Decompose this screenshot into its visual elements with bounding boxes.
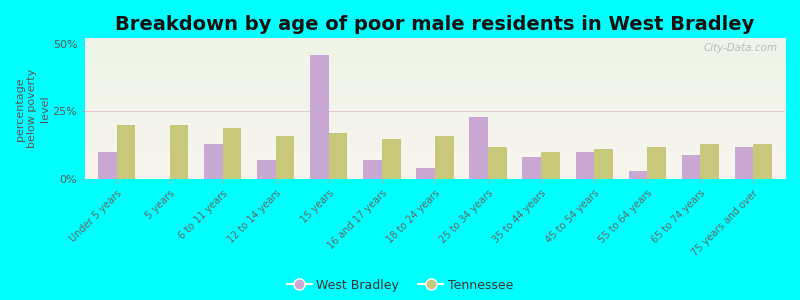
Bar (258, 160, 276, 179)
Bar (329, 133, 347, 179)
Bar (363, 160, 382, 179)
Text: City-Data.com: City-Data.com (704, 43, 778, 52)
Bar (382, 139, 401, 179)
Bar (629, 171, 647, 179)
Y-axis label: percentage
below poverty
level: percentage below poverty level (15, 69, 50, 148)
Bar (276, 136, 294, 179)
Bar (417, 168, 435, 179)
Bar (170, 125, 188, 179)
Bar (310, 55, 329, 179)
Bar (682, 155, 700, 179)
Bar (470, 117, 488, 179)
Bar (541, 152, 560, 179)
Bar (594, 149, 613, 179)
Bar (647, 147, 666, 179)
Bar (117, 125, 135, 179)
Bar (700, 144, 718, 179)
Title: Breakdown by age of poor male residents in West Bradley: Breakdown by age of poor male residents … (115, 15, 754, 34)
Bar (734, 147, 753, 179)
Bar (522, 158, 541, 179)
Bar (575, 152, 594, 179)
Bar (435, 136, 454, 179)
Bar (753, 144, 772, 179)
Bar (204, 144, 223, 179)
Bar (98, 152, 117, 179)
Bar (223, 128, 242, 179)
Bar (488, 147, 506, 179)
Legend: West Bradley, Tennessee: West Bradley, Tennessee (282, 274, 518, 297)
